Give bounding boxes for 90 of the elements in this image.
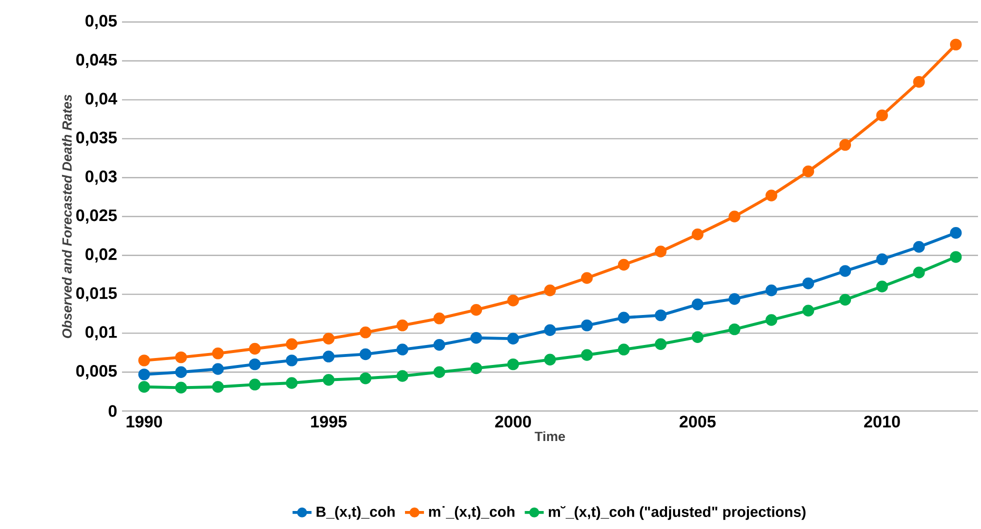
point [913, 240, 925, 253]
point [175, 382, 187, 394]
point [544, 354, 556, 366]
point [360, 326, 372, 338]
point [286, 354, 298, 366]
point [360, 372, 372, 384]
y-axis-title: Observed and Forecasted Death Rates [62, 94, 72, 338]
point [876, 109, 888, 122]
point [433, 312, 446, 324]
point [433, 339, 446, 351]
point [286, 338, 298, 350]
point [507, 358, 519, 370]
point [692, 298, 704, 310]
legend-label: B_(x,t)_coh [316, 506, 395, 520]
point [175, 351, 187, 364]
y-tick-label: 0,04 [86, 92, 118, 107]
point [728, 293, 740, 305]
point [618, 344, 630, 356]
point [728, 210, 740, 222]
legend-label: m˘_(x,t)_coh ("adjusted" projections) [548, 506, 806, 520]
y-tick-label: 0,02 [86, 248, 117, 262]
point [212, 363, 224, 375]
point [470, 304, 482, 316]
point [396, 370, 408, 382]
point [618, 258, 630, 271]
point [950, 251, 962, 263]
point [581, 320, 593, 332]
point [212, 348, 224, 360]
point [766, 284, 778, 296]
y-tick-label: 0,015 [76, 287, 117, 302]
point [913, 76, 925, 88]
point [950, 38, 962, 50]
point [766, 190, 778, 202]
point [581, 349, 593, 361]
x-tick-label: 1995 [311, 416, 347, 428]
point [433, 366, 446, 378]
point [654, 246, 667, 258]
point [839, 294, 852, 306]
y-tick-label: 0,03 [86, 170, 117, 185]
point [322, 350, 334, 362]
point [286, 377, 298, 389]
point [507, 332, 519, 345]
point [692, 331, 704, 343]
point [802, 304, 814, 317]
point [544, 284, 556, 296]
point [766, 314, 778, 326]
point [212, 381, 224, 393]
point [248, 342, 261, 355]
point [248, 358, 261, 370]
x-tick-label: 2005 [680, 416, 716, 428]
point [581, 272, 593, 284]
point [950, 226, 962, 239]
legend-label: m˙_(x,t)_coh [429, 506, 514, 520]
point [802, 166, 814, 178]
x-tick-label: 2010 [864, 416, 900, 428]
point [692, 228, 704, 240]
point [248, 378, 261, 390]
point [396, 320, 408, 332]
point [138, 381, 150, 393]
point [802, 278, 814, 290]
y-tick-label: 0,035 [76, 132, 117, 146]
point [839, 265, 852, 277]
point [470, 362, 482, 374]
y-tick-label: 0 [108, 405, 117, 417]
point [654, 309, 667, 322]
y-tick-label: 0,05 [86, 14, 117, 30]
point [360, 348, 372, 360]
point [507, 294, 519, 306]
point [654, 338, 667, 350]
point [470, 332, 482, 344]
point [322, 374, 334, 386]
point [618, 312, 630, 324]
point [138, 354, 150, 366]
point [138, 368, 150, 380]
point [175, 366, 187, 378]
point [913, 266, 925, 278]
point [544, 324, 556, 336]
y-tick-label: 0,005 [76, 365, 117, 380]
x-axis-title: Time [534, 431, 565, 442]
point [876, 280, 888, 292]
point [728, 323, 740, 336]
point [876, 253, 888, 266]
y-tick-label: 0,01 [86, 326, 117, 340]
point [322, 332, 334, 345]
y-tick-label: 0,025 [76, 209, 117, 224]
x-tick-label: 2000 [495, 416, 531, 428]
point [396, 344, 408, 356]
point [839, 139, 852, 151]
x-tick-label: 1990 [126, 416, 162, 428]
y-tick-label: 0,045 [76, 54, 117, 68]
